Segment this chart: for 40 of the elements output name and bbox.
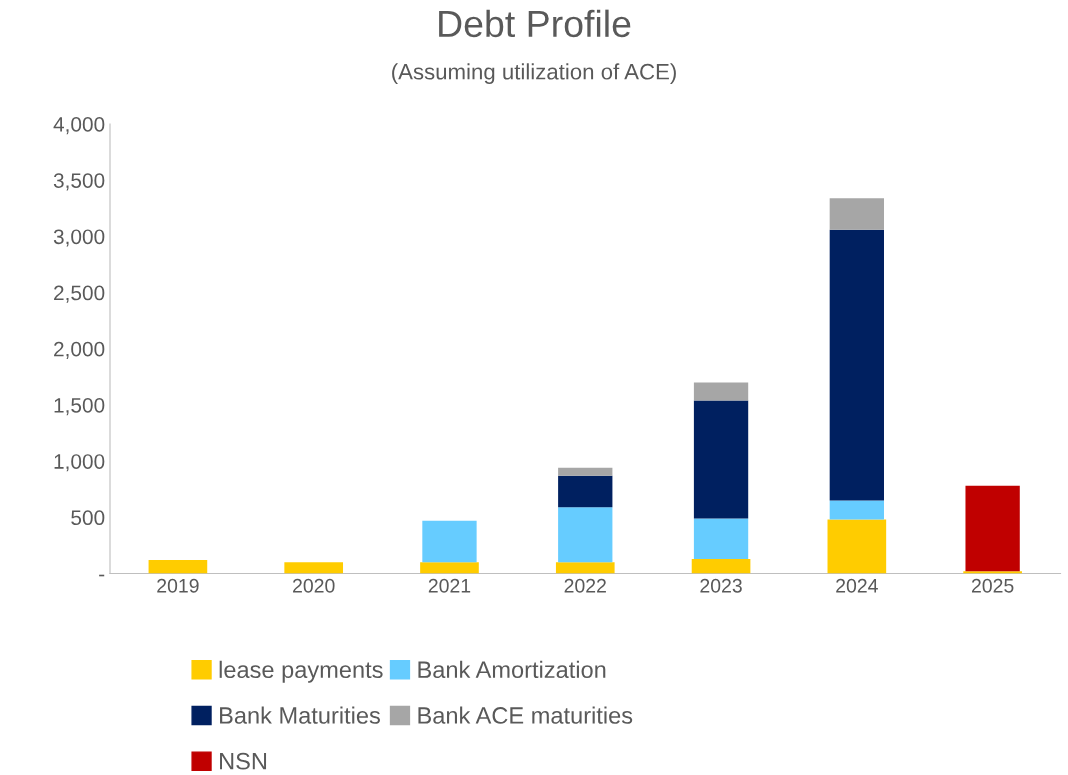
chart-title: Debt Profile [439, 9, 631, 38]
bar [829, 198, 884, 230]
x-tick-label: 2022 [564, 578, 606, 593]
y-tick-label: 1,500 [54, 397, 105, 416]
bar [693, 382, 749, 401]
bar [420, 562, 479, 574]
x-tick-label: 2020 [293, 578, 335, 593]
bar [827, 519, 887, 574]
x-tick-label: 2019 [157, 578, 199, 593]
bar [965, 485, 1020, 572]
bar [829, 229, 884, 501]
x-tick-label: 2025 [971, 578, 1014, 593]
chart-subtitle: (Assuming utilization of ACE) [392, 63, 676, 84]
legend-label: lease payments [219, 660, 383, 683]
y-tick-label: 500 [71, 510, 105, 526]
bar [558, 467, 613, 476]
bar [422, 520, 477, 563]
bar [558, 507, 613, 563]
legend-label: Bank Amortization [418, 660, 606, 679]
y-tick-label: 3,000 [53, 229, 105, 247]
y-tick-label: 4,000 [53, 117, 105, 135]
y-tick-label: 3,500 [53, 173, 105, 191]
legend-label: Bank ACE maturities [418, 706, 633, 724]
y-tick-label: 2,500 [54, 285, 105, 303]
x-tick-label: 2021 [428, 578, 471, 593]
y-tick-label: 1,000 [54, 454, 105, 472]
bar [558, 475, 613, 508]
y-tick-label: - [99, 574, 105, 577]
bar [555, 562, 615, 574]
y-tick-label: 2,000 [54, 341, 105, 359]
bar [691, 558, 751, 574]
legend-label: NSN [220, 752, 267, 770]
bar [284, 562, 344, 574]
bar [693, 518, 749, 559]
bar [829, 500, 884, 520]
legend-label: Bank Maturities [220, 706, 380, 724]
x-tick-label: 2024 [836, 578, 878, 593]
bar [693, 400, 749, 519]
x-tick-label: 2023 [700, 578, 742, 593]
bar [148, 560, 208, 574]
